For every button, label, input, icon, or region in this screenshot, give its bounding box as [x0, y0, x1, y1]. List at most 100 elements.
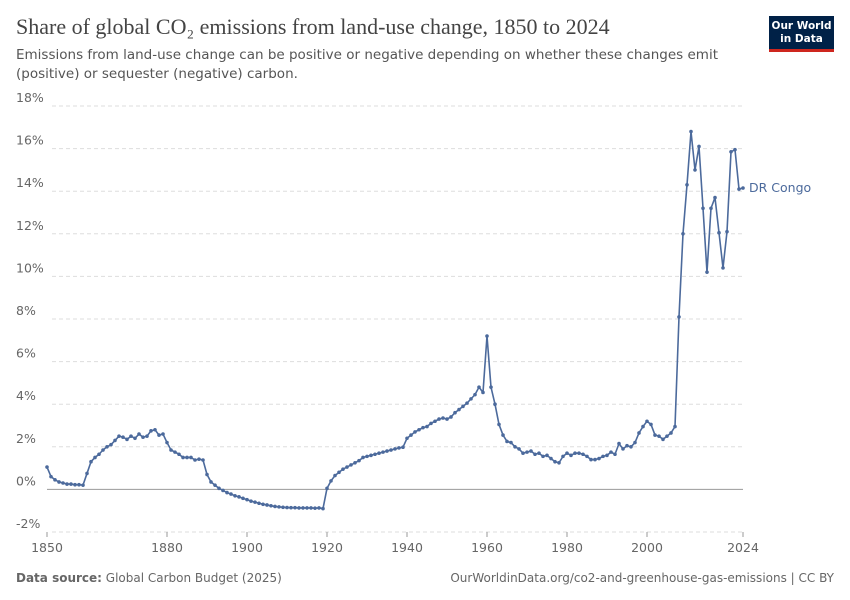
data-point	[165, 440, 169, 445]
data-point	[353, 460, 357, 465]
data-point	[509, 440, 513, 445]
data-point	[581, 452, 585, 457]
x-tick-label: 1920	[311, 540, 343, 555]
series-label[interactable]: DR Congo	[749, 180, 811, 195]
data-point	[273, 504, 277, 509]
data-point	[565, 451, 569, 455]
data-point	[677, 315, 681, 319]
data-point	[653, 433, 657, 437]
data-point	[77, 482, 81, 487]
data-point	[349, 463, 353, 467]
data-point	[697, 144, 701, 149]
data-point	[277, 505, 281, 509]
data-point	[649, 422, 653, 427]
footer-url[interactable]: OurWorldinData.org/co2-and-greenhouse-ga…	[450, 571, 834, 585]
data-point	[621, 447, 625, 451]
data-point	[429, 421, 433, 426]
data-point	[337, 470, 341, 475]
x-tick-label: 2000	[631, 540, 663, 555]
data-point	[597, 456, 601, 461]
data-point	[573, 451, 577, 455]
source: Global Carbon Budget (2025)	[106, 571, 282, 585]
data-point	[61, 481, 65, 485]
data-point	[661, 437, 665, 442]
data-point	[625, 443, 629, 448]
data-point	[445, 417, 449, 421]
data-point	[345, 465, 349, 469]
data-point	[629, 445, 633, 449]
data-point	[269, 504, 273, 508]
y-tick-label: 14%	[16, 175, 44, 190]
y-tick-label: 6%	[16, 346, 36, 361]
data-point	[137, 432, 141, 436]
data-point	[593, 457, 597, 462]
data-point	[161, 432, 165, 436]
data-point	[601, 454, 605, 459]
data-point	[325, 486, 329, 491]
data-point	[225, 490, 229, 495]
data-point	[401, 445, 405, 450]
x-tick-label: 2024	[727, 540, 759, 555]
data-point	[737, 187, 741, 191]
data-point	[221, 488, 225, 493]
data-point	[149, 429, 153, 433]
y-tick-label: 4%	[16, 388, 36, 403]
data-point	[237, 495, 241, 499]
data-point	[241, 496, 245, 501]
data-point	[309, 506, 313, 510]
series-line	[46, 130, 744, 510]
data-point	[433, 419, 437, 424]
data-point	[633, 440, 637, 445]
data-point	[569, 453, 573, 458]
chart-subtitle: Emissions from land-use change can be po…	[16, 47, 719, 82]
logo[interactable]	[769, 16, 834, 52]
data-point	[617, 441, 621, 446]
data-point	[421, 425, 425, 430]
data-point	[341, 467, 345, 471]
data-point	[389, 448, 393, 452]
data-point	[493, 402, 497, 407]
data-point	[193, 458, 197, 462]
data-point	[385, 449, 389, 453]
y-tick-label: 16%	[16, 133, 44, 148]
data-point	[553, 459, 557, 464]
data-point	[121, 435, 125, 440]
data-point	[281, 505, 285, 510]
data-point	[289, 505, 293, 510]
subtitle-box: Emissions from land-use change can be po…	[16, 47, 719, 82]
data-point	[517, 447, 521, 451]
data-point	[381, 450, 385, 454]
y-tick-label: 18%	[16, 90, 44, 105]
data-point	[357, 458, 361, 463]
data-point	[233, 493, 237, 498]
data-point	[285, 505, 289, 510]
data-point	[89, 459, 93, 464]
data-point	[297, 506, 301, 510]
data-point	[417, 427, 421, 432]
data-point	[245, 497, 249, 502]
data-point	[685, 183, 689, 187]
data-point	[361, 455, 365, 460]
data-point	[449, 415, 453, 419]
data-point	[521, 451, 525, 455]
data-point	[489, 385, 493, 389]
data-point	[57, 480, 61, 484]
data-point	[213, 483, 217, 487]
data-point	[145, 434, 149, 438]
y-tick-label: 0%	[16, 473, 36, 488]
data-point	[257, 501, 261, 506]
data-point	[549, 456, 553, 461]
data-point	[485, 334, 489, 338]
y-tick-label: 12%	[16, 218, 44, 233]
x-tick-label: 1900	[231, 540, 263, 555]
data-point	[577, 451, 581, 455]
data-point	[217, 486, 221, 491]
data-point	[501, 433, 505, 437]
data-point	[45, 465, 49, 469]
data-point	[113, 438, 117, 443]
data-point	[497, 422, 501, 427]
data-point	[545, 453, 549, 458]
data-point	[329, 479, 333, 483]
data-point	[169, 448, 173, 452]
